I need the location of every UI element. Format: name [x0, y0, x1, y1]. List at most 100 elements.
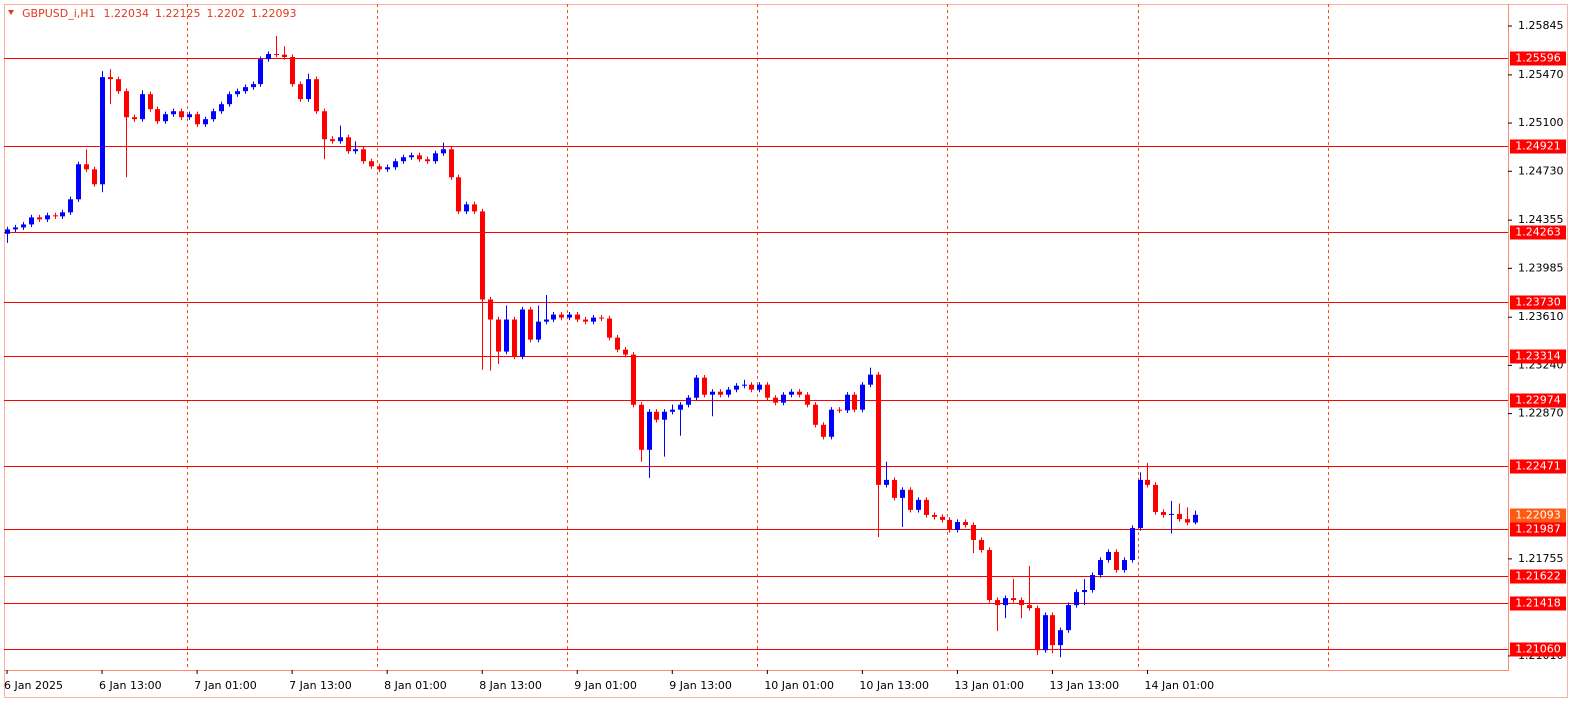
- y-tick-label: 1.25100: [1518, 116, 1564, 129]
- candle-body: [916, 499, 921, 510]
- y-tick-label: 1.23610: [1518, 310, 1564, 323]
- level-label: 1.23730: [1515, 296, 1561, 309]
- candle-body: [179, 111, 184, 118]
- candle-body: [654, 411, 659, 420]
- candle-body: [1058, 630, 1063, 646]
- candle-body: [947, 519, 952, 530]
- level-label: 1.22974: [1515, 394, 1561, 407]
- candle-body: [45, 215, 50, 220]
- candle-body: [979, 539, 984, 551]
- candle-body: [68, 199, 73, 213]
- candle-body: [1193, 514, 1198, 523]
- candle-body: [536, 321, 541, 340]
- candle-body: [1019, 600, 1024, 606]
- label-layer: 1.25596 1.24921 1.24263 1.23730 1.23314 1.229…: [1510, 51, 1566, 657]
- level-label-box: [1510, 393, 1566, 408]
- candle-body: [670, 409, 675, 412]
- candle-body: [92, 169, 97, 185]
- candle-body: [504, 319, 509, 352]
- candle-body: [544, 319, 549, 322]
- level-label: 1.24263: [1515, 226, 1561, 239]
- x-tick-label: 9 Jan 01:00: [574, 679, 637, 692]
- candle-body: [575, 314, 580, 320]
- candle-body: [456, 177, 461, 212]
- y-tick-label: 1.25845: [1518, 19, 1564, 32]
- level-label-box: [1510, 596, 1566, 611]
- level-label: 1.21622: [1515, 570, 1561, 583]
- x-tick-label: 14 Jan 01:00: [1144, 679, 1214, 692]
- candle-body: [258, 59, 263, 85]
- candle-body: [132, 117, 137, 120]
- level-label: 1.23314: [1515, 350, 1561, 363]
- candle-body: [995, 600, 1000, 606]
- candle-body: [488, 299, 493, 320]
- candle-body: [567, 314, 572, 318]
- candle-body: [480, 211, 485, 300]
- candle-body: [971, 524, 976, 540]
- candle-body: [1098, 560, 1103, 576]
- level-label: 1.21418: [1515, 597, 1561, 610]
- collapse-icon[interactable]: [8, 10, 14, 15]
- x-tick-label: 8 Jan 01:00: [384, 679, 447, 692]
- candle-body: [520, 309, 525, 357]
- x-tick-label: 6 Jan 13:00: [99, 679, 162, 692]
- candle-body: [1106, 551, 1111, 561]
- candle-body: [187, 114, 192, 118]
- candle-body: [464, 204, 469, 212]
- candle-body: [702, 377, 707, 395]
- candle-body: [1145, 479, 1150, 485]
- candle-body: [837, 409, 842, 411]
- candle-body: [781, 394, 786, 403]
- candle-body: [718, 391, 723, 395]
- candle-body: [425, 159, 430, 162]
- candle-body: [235, 91, 240, 95]
- x-tick-label: 7 Jan 01:00: [194, 679, 257, 692]
- candle-body: [757, 384, 762, 390]
- candle-body: [987, 550, 992, 601]
- candle-body: [1082, 590, 1087, 593]
- candle-body: [742, 384, 747, 386]
- candle-body: [298, 84, 303, 100]
- candle-body: [845, 394, 850, 411]
- level-label-box: [1510, 225, 1566, 240]
- candle-body: [1177, 513, 1182, 520]
- candle-body: [710, 391, 715, 395]
- candle-body: [631, 354, 636, 405]
- candle-body: [932, 514, 937, 517]
- level-label: 1.21060: [1515, 643, 1561, 656]
- candle-body: [805, 394, 810, 405]
- candle-body: [369, 161, 374, 167]
- candle-body: [868, 374, 873, 385]
- candle-body: [1035, 608, 1040, 651]
- x-tick-label: 10 Jan 13:00: [859, 679, 929, 692]
- candle-body: [401, 157, 406, 162]
- candle-body: [290, 57, 295, 85]
- candle-body: [1169, 513, 1174, 515]
- candle-body: [765, 384, 770, 398]
- candle-body: [100, 77, 105, 185]
- level-label: 1.24921: [1515, 140, 1561, 153]
- candle-body: [116, 79, 121, 92]
- candle-body: [1011, 598, 1016, 601]
- candle-layer: [5, 36, 1198, 658]
- candle-body: [559, 314, 564, 318]
- x-tick-label: 6 Jan 2025: [4, 679, 63, 692]
- candle-body: [433, 153, 438, 162]
- grid-layer: [187, 4, 1329, 670]
- candle-body: [773, 397, 778, 403]
- candle-body: [496, 319, 501, 352]
- candle-body: [583, 319, 588, 322]
- candle-body: [21, 224, 26, 228]
- level-layer: [4, 58, 1508, 650]
- candle-body: [211, 111, 216, 120]
- candle-body: [266, 54, 271, 60]
- header-low: 1.2202: [207, 7, 246, 20]
- x-tick-label: 7 Jan 13:00: [289, 679, 352, 692]
- x-tick-label: 13 Jan 01:00: [954, 679, 1024, 692]
- candle-body: [1130, 527, 1135, 561]
- candle-body: [892, 479, 897, 498]
- candle-body: [884, 479, 889, 485]
- candle-body: [678, 404, 683, 410]
- x-tick-label: 8 Jan 13:00: [479, 679, 542, 692]
